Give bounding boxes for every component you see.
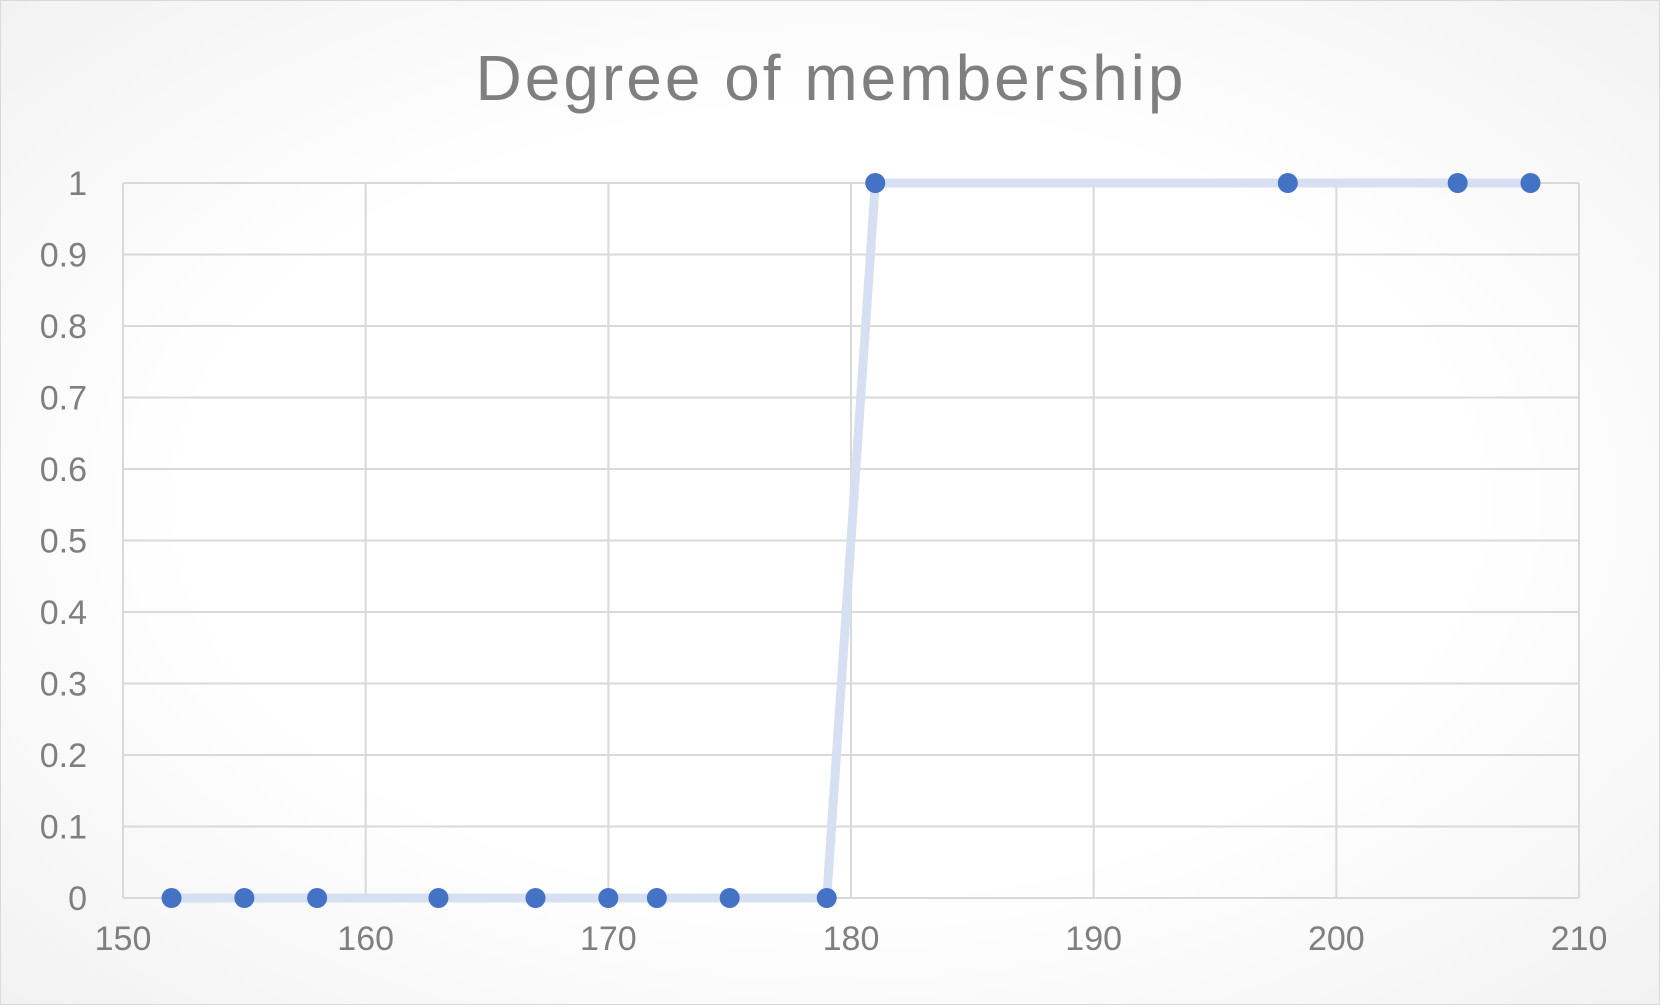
- series-membership: [161, 173, 1541, 908]
- data-point: [525, 888, 546, 908]
- data-point: [1277, 173, 1298, 193]
- y-tick-labels: 0 0.1 0.2 0.3 0.4 0.5 0.6 0.7 0.8 0.9 1: [40, 165, 87, 918]
- data-point: [161, 888, 182, 908]
- y-tick-label: 0: [68, 880, 87, 918]
- data-point: [1447, 173, 1468, 193]
- data-point: [646, 888, 667, 908]
- y-tick-label: 0.1: [40, 809, 87, 847]
- x-tick-label: 190: [1065, 920, 1122, 958]
- y-tick-label: 1: [68, 165, 87, 203]
- y-tick-label: 0.4: [40, 594, 87, 632]
- x-tick-label: 160: [337, 920, 394, 958]
- y-tick-label: 0.7: [40, 380, 87, 418]
- data-point: [428, 888, 449, 908]
- x-tick-label: 170: [580, 920, 637, 958]
- y-tick-label: 0.8: [40, 308, 87, 346]
- y-tick-label: 0.5: [40, 523, 87, 561]
- y-tick-label: 0.6: [40, 451, 87, 489]
- data-point: [598, 888, 619, 908]
- x-tick-label: 180: [823, 920, 880, 958]
- x-tick-labels: 150 160 170 180 190 200 210: [95, 920, 1608, 958]
- chart-title: Degree of membership: [475, 42, 1187, 114]
- x-tick-label: 200: [1308, 920, 1365, 958]
- data-point: [1520, 173, 1541, 193]
- data-point: [865, 173, 886, 193]
- y-tick-label: 0.2: [40, 737, 87, 775]
- data-point: [816, 888, 837, 908]
- x-tick-label: 150: [95, 920, 152, 958]
- y-tick-label: 0.9: [40, 237, 87, 275]
- y-tick-label: 0.3: [40, 666, 87, 704]
- data-point: [234, 888, 255, 908]
- x-tick-label: 210: [1551, 920, 1608, 958]
- data-point: [719, 888, 740, 908]
- data-point: [307, 888, 328, 908]
